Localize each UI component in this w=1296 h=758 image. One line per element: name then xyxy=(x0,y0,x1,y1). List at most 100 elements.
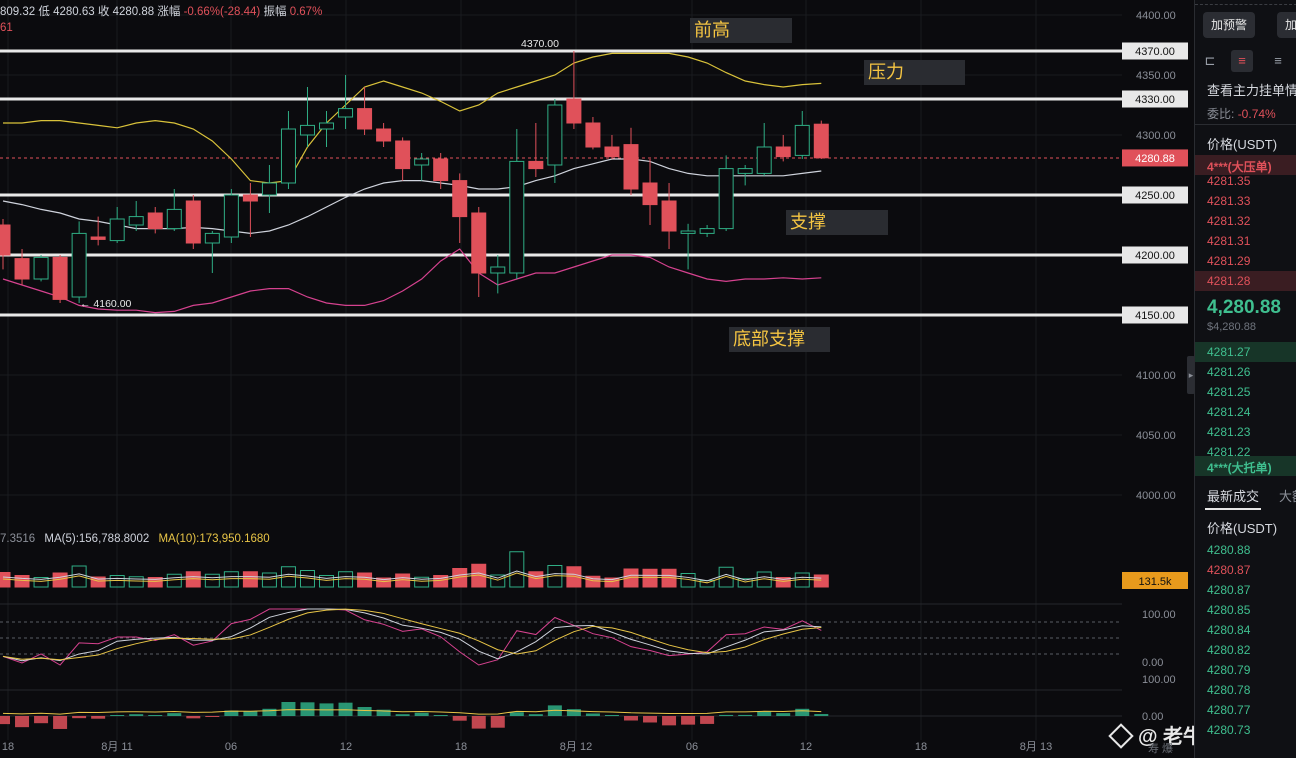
volume-bar-up xyxy=(319,575,335,588)
panel-collapse-handle[interactable]: ▸ xyxy=(1187,356,1195,394)
macd-bar-up xyxy=(414,712,429,716)
bid-row[interactable]: 4281.25 xyxy=(1207,385,1251,399)
candle-up xyxy=(509,160,525,274)
volume-bar-down xyxy=(623,568,639,588)
candle-down xyxy=(0,224,11,256)
macd-bar-up xyxy=(509,712,524,716)
volume-bar-down xyxy=(566,566,582,588)
candlestick-chart[interactable]: 4400.00 4350.00 4300.00 4250.00 4200.00 4150.… xyxy=(0,0,1194,758)
price-axis-label: 4350.00 xyxy=(1136,70,1176,82)
bid-row[interactable]: 4281.22 xyxy=(1207,445,1251,459)
time-axis-label: 18 xyxy=(2,741,14,753)
candle-up xyxy=(338,108,354,118)
level-price-text: 4330.00 xyxy=(1135,94,1175,106)
macd-bar-up xyxy=(795,708,810,716)
close-value: 4280.88 xyxy=(112,6,155,18)
view-main-orders-link[interactable]: 查看主力挂单情 xyxy=(1207,83,1296,98)
volume-bar-up xyxy=(509,551,525,588)
time-axis-label: 8月 12 xyxy=(560,741,592,753)
volume-ma10-line xyxy=(2,572,822,584)
volume-bar-up xyxy=(414,576,430,588)
level-price-tag xyxy=(1122,246,1188,264)
candle-up xyxy=(223,194,239,238)
tab-large-trades[interactable]: 大额 xyxy=(1279,489,1296,504)
trade-row: 4280.87 xyxy=(1207,563,1251,577)
candle-up xyxy=(699,228,715,234)
order-book-price-header: 价格(USDT) xyxy=(1207,137,1278,152)
boll-upper-line xyxy=(3,52,822,184)
candle-up xyxy=(490,266,506,274)
boll-mid-line xyxy=(2,158,822,235)
volume-bar-down xyxy=(242,571,258,588)
macd-bar-down xyxy=(0,716,10,725)
ask-row[interactable]: 4281.31 xyxy=(1207,234,1251,248)
osc-j-line xyxy=(2,608,822,661)
candle-down xyxy=(471,212,487,274)
annotation-bottom-support[interactable]: 底部支撑 xyxy=(729,327,830,352)
volume-bar-up xyxy=(33,577,49,588)
add-alert-button-2[interactable]: 加 xyxy=(1277,12,1296,38)
book-both-icon[interactable]: ⊏ xyxy=(1204,53,1216,68)
candle-down xyxy=(90,236,106,240)
ask-row[interactable]: 4281.32 xyxy=(1207,214,1251,228)
bid-row-highlight xyxy=(1195,342,1296,362)
volume-bar-down xyxy=(147,577,163,588)
watermark-small: 寿 爆 xyxy=(1148,743,1174,755)
macd-axis-zero: 0.00 xyxy=(1142,711,1163,723)
macd-bar-down xyxy=(15,716,30,728)
tab-latest-trades[interactable]: 最新成交 xyxy=(1207,489,1260,504)
macd-bar-down xyxy=(91,716,106,719)
macd-bar-up xyxy=(604,715,619,716)
ohlc-sub-value: 61 xyxy=(0,22,13,34)
chart-area[interactable]: 4400.00 4350.00 4300.00 4250.00 4200.00 4150.… xyxy=(0,0,1263,758)
bid-row[interactable]: 4281.27 xyxy=(1207,345,1251,359)
time-axis-label: 12 xyxy=(340,741,352,753)
candle-up xyxy=(204,232,220,244)
bid-row[interactable]: 4281.26 xyxy=(1207,365,1251,379)
level-price-tag xyxy=(1122,306,1188,324)
ask-row[interactable]: 4281.28 xyxy=(1207,274,1251,288)
macd-bar-down xyxy=(471,716,486,729)
bids-big-label: 4***(大托单) xyxy=(1207,461,1272,475)
amplitude-value: 0.67% xyxy=(289,6,323,18)
ask-row[interactable]: 4281.35 xyxy=(1207,174,1251,188)
time-axis-label: 8月 11 xyxy=(101,741,133,753)
trade-row: 4280.84 xyxy=(1207,623,1251,637)
volume-bar-up xyxy=(718,566,734,588)
volume-bar-down xyxy=(528,571,544,588)
low-label: 低 xyxy=(38,6,50,18)
macd-bar-up xyxy=(243,711,258,716)
ask-row[interactable]: 4281.33 xyxy=(1207,194,1251,208)
osc-d-line xyxy=(2,608,822,662)
volume-bar-down xyxy=(433,575,449,588)
ratio-value: -0.74% xyxy=(1237,107,1276,121)
bid-row[interactable]: 4281.23 xyxy=(1207,425,1251,439)
osc-axis-bottom: 0.00 xyxy=(1142,657,1163,669)
annotation-pressure[interactable]: 压力 xyxy=(864,60,965,85)
trades-price-header: 价格(USDT) xyxy=(1207,521,1278,536)
price-axis-label: 4100.00 xyxy=(1136,370,1176,382)
bid-row[interactable]: 4281.24 xyxy=(1207,405,1251,419)
level-price-text: 4200.00 xyxy=(1135,250,1175,262)
add-alert-button[interactable]: 加预警 xyxy=(1203,12,1256,38)
candle-up xyxy=(794,124,810,156)
book-bids-icon[interactable]: ≡ xyxy=(1274,53,1282,68)
annotation-support[interactable]: 支撑 xyxy=(786,210,888,235)
book-asks-icon[interactable]: ≡ xyxy=(1231,50,1253,72)
candle-up xyxy=(261,182,277,196)
annotation-prev-high[interactable]: 前高 xyxy=(690,18,792,43)
time-axis-label: 18 xyxy=(455,741,467,753)
macd-bar-up xyxy=(395,714,410,716)
macd-bar-down xyxy=(452,716,467,721)
volume-ma10: MA(10):173,950.1680 xyxy=(158,533,270,545)
macd-bar-up xyxy=(719,714,734,716)
volume-ma5: MA(5):156,788.8002 xyxy=(44,533,150,545)
candle-down xyxy=(357,108,373,130)
amplitude-label: 振幅 xyxy=(263,6,287,18)
change-label: 涨幅 xyxy=(157,6,181,18)
candle-up xyxy=(299,124,315,136)
level-price-tag xyxy=(1122,42,1188,60)
ask-row[interactable]: 4281.29 xyxy=(1207,254,1251,268)
macd-bar-down xyxy=(700,716,715,724)
trade-row: 4280.78 xyxy=(1207,683,1251,697)
